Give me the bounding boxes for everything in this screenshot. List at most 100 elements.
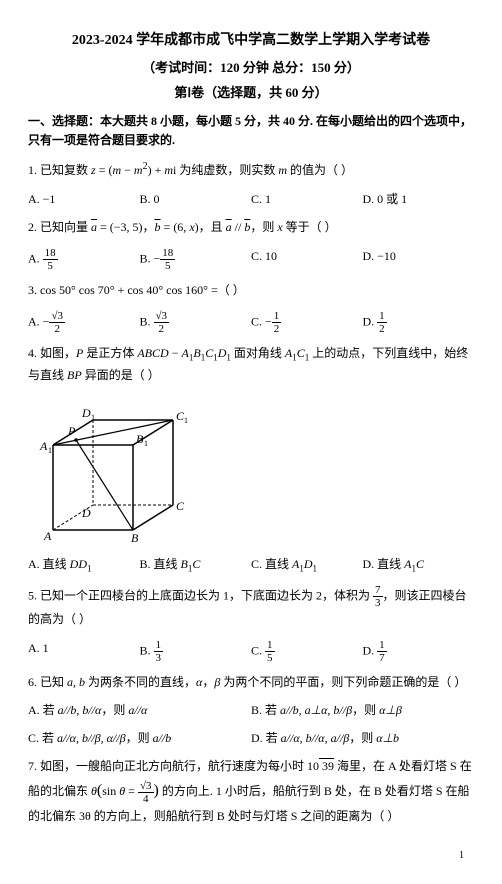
q4-pre: 4. 如图，: [28, 346, 76, 360]
q5-c-num: 1: [265, 639, 275, 652]
question-5: 5. 已知一个正四棱台的上底面边长为 1，下底面边长为 2，体积为 73，则该正…: [28, 584, 474, 631]
q3-c-den: 2: [272, 323, 282, 335]
page-title: 2023-2024 学年成都市成飞中学高二数学上学期入学考试卷: [28, 30, 474, 52]
q5-opt-b: B. 13: [140, 639, 252, 664]
q3-d-den: 2: [377, 323, 387, 335]
q3-d-label: D.: [363, 314, 378, 328]
q1-stem-post: 的值为（ ）: [287, 163, 353, 177]
question-1: 1. 已知复数 z = (m − m2) + mi 为纯虚数，则实数 m 的值为…: [28, 158, 474, 182]
svg-text:A: A: [39, 439, 48, 453]
q5-d-num: 1: [377, 639, 387, 652]
question-6: 6. 已知 a, b 为两条不同的直线，α，β 为两个不同的平面，则下列命题正确…: [28, 672, 474, 694]
q1-opt-d: D. 0 或 1: [363, 190, 475, 209]
q5-opt-d: D. 17: [363, 639, 475, 664]
q3-opt-c: C. −12: [251, 310, 363, 335]
q1-z: z: [91, 163, 96, 177]
q1-stem-mid: 为纯虚数，则实数: [176, 163, 278, 177]
q5-d-label: D.: [363, 643, 378, 657]
q6-opt-b: B. 若 a//b, a⊥α, b//β，则 α⊥β: [251, 701, 474, 720]
q2-b-den: 5: [160, 260, 175, 272]
q2-opt-b: B. −185: [140, 247, 252, 272]
q1-stem-pre: 1. 已知复数: [28, 163, 91, 177]
q4-opt-d: D. 直线 A1C: [363, 555, 475, 576]
section-header: 第Ⅰ卷（选择题，共 60 分）: [28, 83, 474, 104]
q3-a-den: 2: [49, 323, 65, 335]
q4-options: A. 直线 DD1 B. 直线 B1C C. 直线 A1D1 D. 直线 A1C: [28, 555, 474, 576]
q2-a-den: 5: [43, 260, 58, 272]
page-number: 1: [28, 848, 474, 864]
svg-text:P: P: [67, 424, 76, 438]
svg-text:A: A: [43, 529, 52, 543]
q1-opt-c: C. 1: [251, 190, 363, 209]
q3-d-num: 1: [377, 310, 387, 323]
q3-c-num: 1: [272, 310, 282, 323]
q5-b-den: 3: [154, 652, 164, 664]
svg-text:1: 1: [91, 413, 95, 422]
q2-b-label: B. −: [140, 251, 161, 265]
q4-opt-c: C. 直线 A1D1: [251, 555, 363, 576]
q3-b-label: B.: [140, 314, 154, 328]
q2-a-num: 18: [43, 247, 58, 260]
q6-options-1: A. 若 a//b, b//α，则 a//α B. 若 a//b, a⊥α, b…: [28, 701, 474, 720]
q4-d-pre: D. 直线: [363, 557, 405, 571]
question-2: 2. 已知向量 a = (−3, 5)，b = (6, x)，且 a // b，…: [28, 217, 474, 239]
q5-pre: 5. 已知一个正四棱台的上底面边长为 1，下底面边长为 2，体积为: [28, 588, 373, 602]
q1-opt-a: A. −1: [28, 190, 140, 209]
q6-options-2: C. 若 a//α, b//β, α//β，则 a//b D. 若 a//α, …: [28, 729, 474, 748]
q6-opt-d: D. 若 a//α, b//α, a//β，则 α⊥b: [251, 729, 474, 748]
q2-opt-a: A. 185: [28, 247, 140, 272]
q5-b-label: B.: [140, 643, 154, 657]
q2-opt-d: D. −10: [363, 247, 475, 272]
q5-opt-a: A. 1: [28, 639, 140, 664]
q7-sin-num: √3: [138, 780, 154, 793]
svg-text:D: D: [81, 506, 91, 520]
q3-b-num: √3: [154, 310, 170, 323]
q5-options: A. 1 B. 13 C. 15 D. 17: [28, 639, 474, 664]
q3-options: A. −√32 B. √32 C. −12 D. 12: [28, 310, 474, 335]
q3-a-num: √3: [49, 310, 65, 323]
q2-options: A. 185 B. −185 C. 10 D. −10: [28, 247, 474, 272]
q3-opt-d: D. 12: [363, 310, 475, 335]
svg-text:1: 1: [48, 446, 52, 455]
q4-opt-a: A. 直线 DD1: [28, 555, 140, 576]
svg-text:D: D: [81, 406, 91, 420]
exam-info: （考试时间：120 分钟 总分：150 分）: [28, 58, 474, 79]
q4-opt-b: B. 直线 B1C: [140, 555, 252, 576]
q3-c-label: C. −: [251, 314, 272, 328]
q5-d-den: 7: [377, 652, 387, 664]
q4-c-pre: C. 直线: [251, 557, 292, 571]
q2-opt-c: C. 10: [251, 247, 363, 272]
instruction: 一、选择题：本大题共 8 小题，每小题 5 分，共 40 分. 在每小题给出的四…: [28, 112, 474, 150]
q5-vol-num: 7: [373, 584, 383, 597]
q7-a: 7. 如图，一艘船向正北方向航行，航行速度为每小时 10: [28, 759, 319, 773]
q1-options: A. −1 B. 0 C. 1 D. 0 或 1: [28, 190, 474, 209]
question-4: 4. 如图，P 是正方体 ABCD − A1B1C1D1 面对角线 A1C1 上…: [28, 343, 474, 387]
cube-figure: A1 B1 C1 D1 A B C D P: [38, 395, 474, 551]
q4-end: 异面的是（ ）: [82, 368, 160, 382]
q3-opt-a: A. −√32: [28, 310, 140, 335]
q2-b-num: 18: [160, 247, 175, 260]
q4-b-pre: B. 直线: [140, 557, 181, 571]
q1-opt-b: B. 0: [140, 190, 252, 209]
q6-opt-c: C. 若 a//α, b//β, α//β，则 a//b: [28, 729, 251, 748]
q5-opt-c: C. 15: [251, 639, 363, 664]
q5-vol-den: 3: [373, 597, 383, 609]
question-7: 7. 如图，一艘船向正北方向航行，航行速度为每小时 10 39 海里，在 A 处…: [28, 756, 474, 828]
q6-opt-a: A. 若 a//b, b//α，则 a//α: [28, 701, 251, 720]
q2-a-label: A.: [28, 251, 43, 265]
q5-b-num: 1: [154, 639, 164, 652]
q4-a-pre: A. 直线: [28, 557, 70, 571]
q3-a-label: A. −: [28, 314, 49, 328]
svg-text:B: B: [136, 432, 144, 446]
q7-sqrt: 39: [322, 759, 334, 773]
q7-sin-den: 4: [138, 793, 154, 805]
q5-c-label: C.: [251, 643, 265, 657]
svg-text:1: 1: [144, 439, 148, 448]
svg-text:1: 1: [184, 416, 188, 425]
svg-text:C: C: [176, 499, 185, 513]
q5-c-den: 5: [265, 652, 275, 664]
q3-b-den: 2: [154, 323, 170, 335]
svg-text:B: B: [131, 531, 139, 545]
question-3: 3. cos 50° cos 70° + cos 40° cos 160° =（…: [28, 280, 474, 302]
q3-opt-b: B. √32: [140, 310, 252, 335]
